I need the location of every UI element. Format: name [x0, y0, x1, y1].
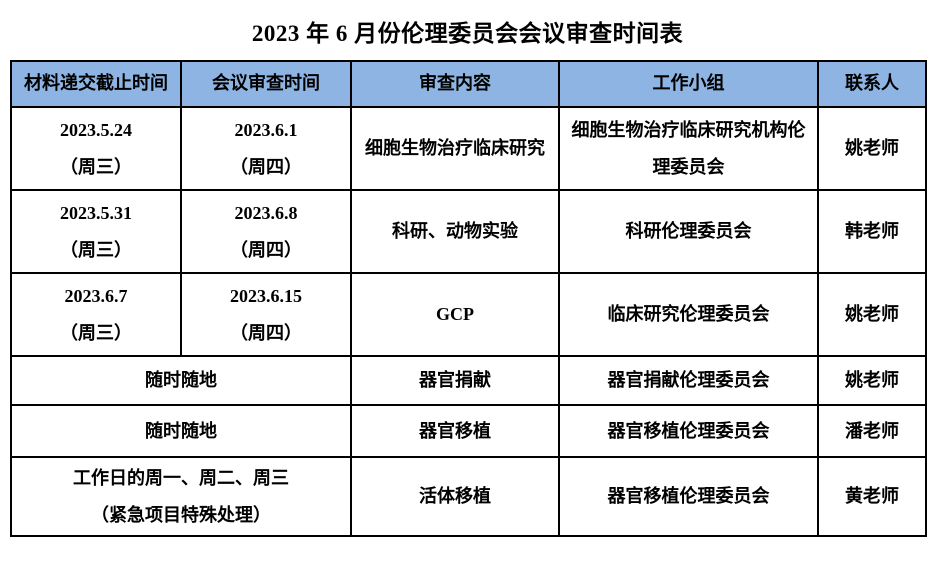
- table-row: 随时随地 器官移植 器官移植伦理委员会 潘老师: [10, 404, 927, 458]
- table-row: 随时随地 器官捐献 器官捐献伦理委员会 姚老师: [10, 355, 927, 406]
- contact-cell: 姚老师: [817, 106, 927, 191]
- group-cell: 临床研究伦理委员会: [558, 272, 819, 357]
- deadline-cell: 2023.5.31 （周三）: [10, 189, 182, 274]
- header-row: 材料递交截止时间 会议审查时间 审查内容 工作小组 联系人: [10, 60, 927, 108]
- review-weekday: （周四）: [230, 239, 302, 260]
- group-cell: 器官移植伦理委员会: [558, 456, 819, 537]
- deadline-date: 2023.5.31: [60, 202, 132, 223]
- schedule-cell: 随时随地: [10, 404, 352, 458]
- group-cell: 器官捐献伦理委员会: [558, 355, 819, 406]
- content-cell: 细胞生物治疗临床研究: [350, 106, 560, 191]
- deadline-weekday: （周三）: [60, 239, 132, 260]
- table-row: 工作日的周一、周二、周三 （紧急项目特殊处理） 活体移植 器官移植伦理委员会 黄…: [10, 456, 927, 537]
- group-cell: 细胞生物治疗临床研究机构伦理委员会: [558, 106, 819, 191]
- deadline-weekday: （周三）: [60, 322, 132, 343]
- review-time-cell: 2023.6.1 （周四）: [180, 106, 352, 191]
- column-header-contact: 联系人: [817, 60, 927, 108]
- contact-cell: 姚老师: [817, 272, 927, 357]
- review-weekday: （周四）: [230, 322, 302, 343]
- deadline-cell: 2023.6.7 （周三）: [10, 272, 182, 357]
- group-cell: 科研伦理委员会: [558, 189, 819, 274]
- review-weekday: （周四）: [230, 156, 302, 177]
- review-date: 2023.6.15: [230, 285, 302, 306]
- schedule-cell: 工作日的周一、周二、周三 （紧急项目特殊处理）: [10, 456, 352, 537]
- page-title: 2023 年 6 月份伦理委员会会议审查时间表: [251, 21, 684, 46]
- review-date: 2023.6.1: [234, 119, 298, 140]
- content-cell: 器官捐献: [350, 355, 560, 406]
- column-header-group: 工作小组: [558, 60, 819, 108]
- contact-cell: 姚老师: [817, 355, 927, 406]
- contact-cell: 黄老师: [817, 456, 927, 537]
- deadline-weekday: （周三）: [60, 156, 132, 177]
- review-date: 2023.6.8: [234, 202, 298, 223]
- group-cell: 器官移植伦理委员会: [558, 404, 819, 458]
- content-cell: 活体移植: [350, 456, 560, 537]
- content-cell: 器官移植: [350, 404, 560, 458]
- deadline-date: 2023.5.24: [60, 119, 132, 140]
- table-row: 2023.6.7 （周三） 2023.6.15 （周四） GCP 临床研究伦理委…: [10, 272, 927, 357]
- table-row: 2023.5.31 （周三） 2023.6.8 （周四） 科研、动物实验 科研伦…: [10, 189, 927, 274]
- content-cell: GCP: [350, 272, 560, 357]
- review-time-cell: 2023.6.15 （周四）: [180, 272, 352, 357]
- column-header-content: 审查内容: [350, 60, 560, 108]
- review-time-cell: 2023.6.8 （周四）: [180, 189, 352, 274]
- deadline-cell: 2023.5.24 （周三）: [10, 106, 182, 191]
- schedule-cell: 随时随地: [10, 355, 352, 406]
- contact-cell: 潘老师: [817, 404, 927, 458]
- schedule-days: 工作日的周一、周二、周三: [73, 467, 289, 488]
- content-cell: 科研、动物实验: [350, 189, 560, 274]
- table-row: 2023.5.24 （周三） 2023.6.1 （周四） 细胞生物治疗临床研究 …: [10, 106, 927, 191]
- column-header-deadline: 材料递交截止时间: [10, 60, 182, 108]
- schedule-note: （紧急项目特殊处理）: [91, 504, 271, 525]
- column-header-review-time: 会议审查时间: [180, 60, 352, 108]
- schedule-table: 材料递交截止时间 会议审查时间 审查内容 工作小组 联系人 2023.5.24 …: [10, 60, 927, 537]
- deadline-date: 2023.6.7: [64, 285, 128, 306]
- contact-cell: 韩老师: [817, 189, 927, 274]
